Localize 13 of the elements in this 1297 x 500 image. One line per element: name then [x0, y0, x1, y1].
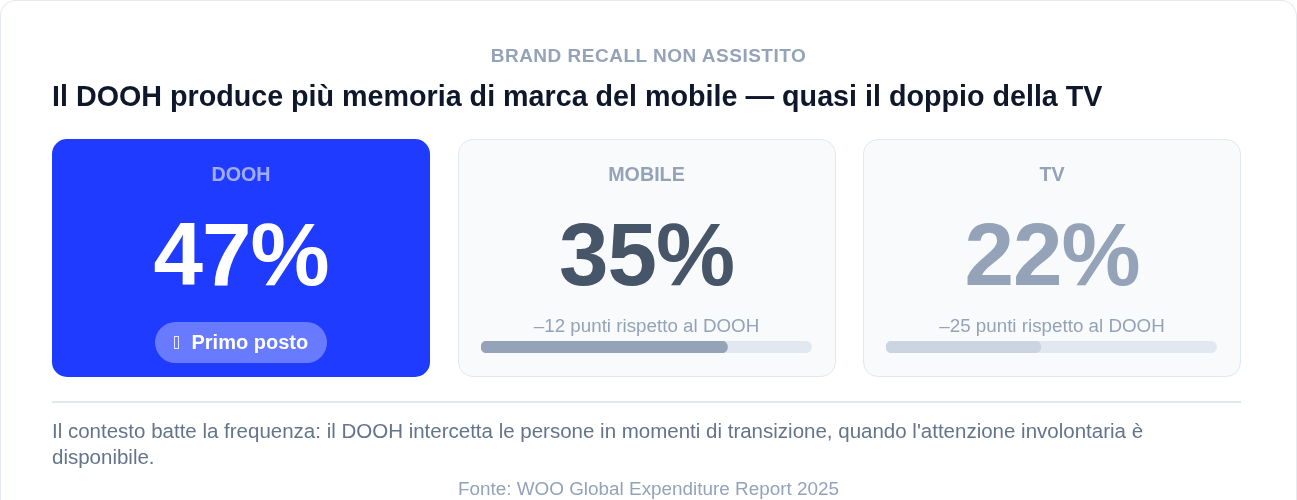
data-label: 22%: [963, 203, 1141, 306]
data-label: 47%: [152, 203, 330, 306]
source-note: Fonte: WOO Global Expenditure Report 2025: [456, 478, 841, 500]
category-label: MOBILE: [607, 162, 686, 186]
text: –25 punti rispetto al DOOH: [938, 315, 1166, 337]
text: –12 punti rispetto al DOOH: [532, 315, 761, 337]
category-label: TV: [1038, 162, 1066, 186]
text: Primo posto: [191, 330, 309, 355]
category-label: DOOH: [210, 162, 272, 186]
text: Il DOOH produce più memoria di marca del mobile — quasi il doppio della TV: [52, 79, 1103, 114]
data-label: 35%: [557, 203, 736, 306]
text: Il contesto batte la frequenza: il DOOH intercetta le persone in momenti di transizione, quando l'attenzione involontaria è disponibile.: [52, 418, 1145, 470]
text: BRAND RECALL NON ASSISTITO: [489, 44, 808, 68]
